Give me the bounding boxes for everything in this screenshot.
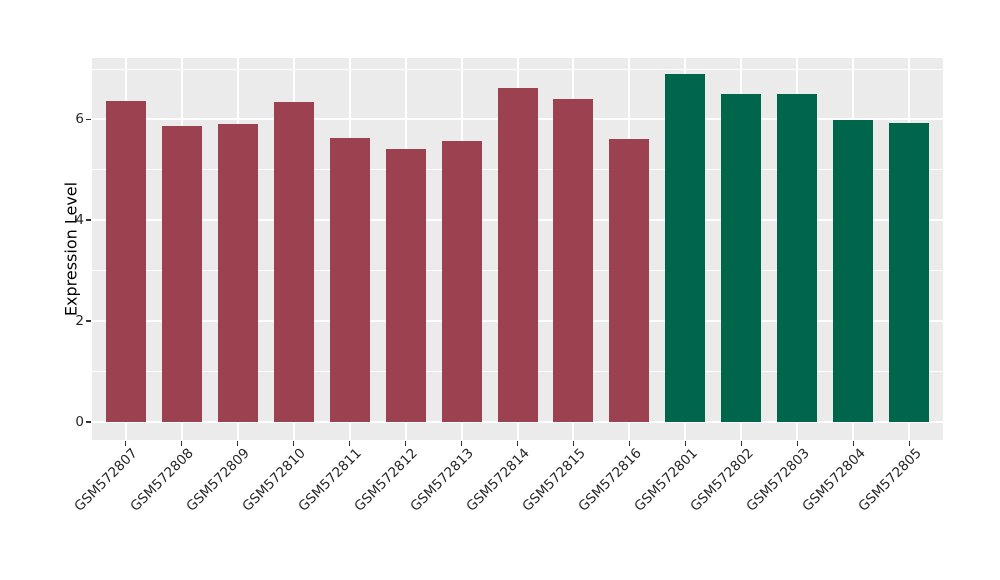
x-tick [572,441,575,446]
bar-GSM572801 [665,74,706,422]
bar-GSM572802 [721,94,762,422]
y-tick [86,320,91,322]
bar-GSM572812 [385,149,426,422]
x-tick [796,441,799,446]
x-tick [292,441,295,446]
bar-GSM572808 [161,125,202,422]
bar-GSM572807 [105,100,146,422]
x-tick [628,441,631,446]
x-tick [180,441,183,446]
x-tick [908,441,911,446]
y-tick-label: 6 [75,111,84,128]
x-tick [740,441,743,446]
bar-GSM572815 [553,98,594,422]
bar-GSM572809 [217,123,258,422]
y-tick [86,219,91,222]
y-tick [86,421,91,423]
bar-GSM572803 [777,94,818,422]
y-tick-label: 0 [75,413,84,430]
x-tick [684,441,687,446]
y-tick [86,118,91,121]
bar-GSM572816 [609,139,650,422]
bar-GSM572805 [889,122,930,422]
y-tick-label: 4 [75,212,84,229]
x-tick [348,441,351,446]
bar-GSM572814 [497,87,538,422]
y-axis-title: Expression Level [61,181,81,317]
bar-GSM572810 [273,101,314,422]
y-tick-label: 2 [75,313,84,330]
x-tick [404,441,407,446]
x-tick [516,441,519,446]
x-tick [460,441,463,446]
bar-GSM572804 [833,119,874,422]
bar-GSM572813 [441,140,482,422]
x-tick [852,441,855,446]
x-tick [236,441,239,446]
bar-GSM572811 [329,138,370,422]
x-tick [124,441,127,446]
plot-panel [92,58,943,440]
